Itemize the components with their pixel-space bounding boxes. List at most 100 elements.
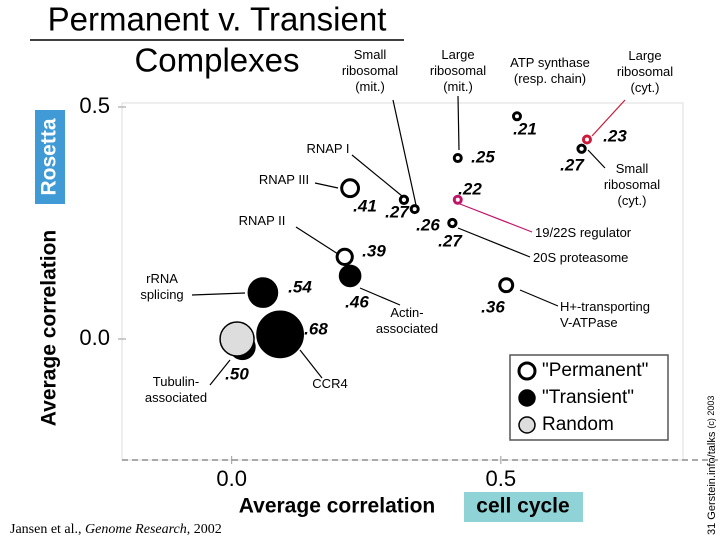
point-label-line: Tubulin- xyxy=(153,374,199,389)
y-axis-title-highlight: Rosetta xyxy=(38,118,61,195)
size-label: .25 xyxy=(471,147,495,166)
bubble xyxy=(447,217,458,229)
point-label: CCR4 xyxy=(312,376,347,391)
point-label-line: ribosomal xyxy=(430,63,486,78)
bubble xyxy=(338,264,362,288)
bubble xyxy=(498,277,515,294)
size-label: .54 xyxy=(288,277,312,296)
y-tick-label: 0.5 xyxy=(79,93,110,118)
point-label: H+-transporting V-ATPase xyxy=(560,299,650,330)
point-label: RNAP II xyxy=(239,213,286,228)
bubble xyxy=(452,153,463,164)
x-axis-title: Average correlation xyxy=(239,495,435,518)
x-axis-title-highlight: cell cycle xyxy=(476,495,569,518)
size-label: .68 xyxy=(304,319,328,338)
legend-label: "Permanent" xyxy=(542,360,648,381)
leader-line xyxy=(457,227,531,258)
size-label: .22 xyxy=(458,179,482,198)
leader-line xyxy=(519,289,559,307)
point-label-line: ATP synthase xyxy=(510,55,590,70)
point-label-line: associated xyxy=(376,321,438,336)
point-label-line: Actin- xyxy=(390,305,423,320)
leader-line xyxy=(359,287,401,306)
point-label-line: (mit.) xyxy=(355,79,385,94)
point-label: RNAP III xyxy=(259,172,309,187)
x-tick-label: 0.0 xyxy=(216,466,247,491)
leader-line xyxy=(351,154,403,197)
point-label: 20S proteasome xyxy=(533,250,628,265)
point-label-line: ribosomal xyxy=(604,177,660,192)
point-label-line: splicing xyxy=(140,287,183,302)
leader-line xyxy=(209,359,231,386)
point-label-line: RNAP III xyxy=(259,172,309,187)
point-label-line: associated xyxy=(145,390,207,405)
size-label: .50 xyxy=(225,364,249,383)
point-label-line: rRNA xyxy=(146,271,178,286)
x-tick-label: 0.5 xyxy=(486,466,517,491)
point-label-line: Large xyxy=(628,48,661,63)
bubble xyxy=(511,111,522,122)
size-label: .27 xyxy=(385,202,410,221)
point-label: ATP synthase (resp. chain) xyxy=(510,55,590,86)
leader-line xyxy=(457,95,460,151)
bubble xyxy=(247,277,279,308)
point-label-line: Large xyxy=(441,47,474,62)
point-label-line: 20S proteasome xyxy=(533,250,628,265)
size-label: .27 xyxy=(560,155,585,174)
leader-line xyxy=(591,99,626,137)
leader-line xyxy=(459,203,533,233)
point-label-line: (mit.) xyxy=(443,79,473,94)
point-label-line: RNAP II xyxy=(239,213,286,228)
point-label-line: 19/22S regulator xyxy=(535,225,632,240)
legend-box xyxy=(509,354,669,441)
leader-line xyxy=(392,99,417,206)
point-label-line: Small xyxy=(616,161,649,176)
point-label-line: RNAP I xyxy=(306,141,349,156)
point-label-line: Small xyxy=(354,47,387,62)
bubble xyxy=(256,310,304,359)
point-label: Small ribosomal (mit.) xyxy=(342,47,398,94)
y-tick-label: 0.0 xyxy=(79,325,110,350)
bubble xyxy=(219,321,255,357)
size-label: .26 xyxy=(416,215,440,234)
legend-swatch xyxy=(518,416,536,434)
point-label: Small ribosomal (cyt.) xyxy=(604,161,660,208)
bubble xyxy=(576,143,587,154)
point-label: Large ribosomal (mit.) xyxy=(430,47,486,94)
bubble xyxy=(452,194,463,205)
legend-label: "Transient" xyxy=(542,387,634,408)
legend-label: Random xyxy=(542,414,614,435)
leader-line xyxy=(191,292,246,296)
point-label-line: CCR4 xyxy=(312,376,347,391)
point-label: RNAP I xyxy=(306,141,349,156)
point-label-line: V-ATPase xyxy=(560,315,618,330)
size-label: .21 xyxy=(513,119,537,138)
point-label-line: (cyt.) xyxy=(618,193,647,208)
y-axis-title: Average correlation xyxy=(38,230,61,426)
size-label: .36 xyxy=(481,297,505,316)
leader-line xyxy=(295,226,339,255)
slide-title: Complexes xyxy=(134,42,299,79)
leader-line xyxy=(299,349,323,379)
point-label: Tubulin-associated xyxy=(145,374,207,405)
size-label: .39 xyxy=(362,241,386,260)
bubble xyxy=(581,134,592,145)
side-note: 31 Gerstein.info/talks (c) 2003 xyxy=(706,396,718,535)
point-label-line: H+-transporting xyxy=(560,299,650,314)
legend-swatch xyxy=(518,389,536,407)
y-title-highlight xyxy=(35,110,65,204)
point-label-line: ribosomal xyxy=(617,64,673,79)
point-label: Large ribosomal (cyt.) xyxy=(617,48,673,95)
point-label-line: (resp. chain) xyxy=(514,71,586,86)
size-label: .46 xyxy=(345,292,369,311)
bubble xyxy=(340,178,361,199)
point-label-line: (cyt.) xyxy=(631,80,660,95)
point-label: 19/22S regulator xyxy=(535,225,632,240)
bubble xyxy=(335,247,354,266)
x-title-highlight xyxy=(464,492,583,522)
size-label: .27 xyxy=(438,231,463,250)
size-label: .41 xyxy=(353,196,377,215)
bubble xyxy=(398,194,410,205)
leader-line xyxy=(314,182,339,189)
